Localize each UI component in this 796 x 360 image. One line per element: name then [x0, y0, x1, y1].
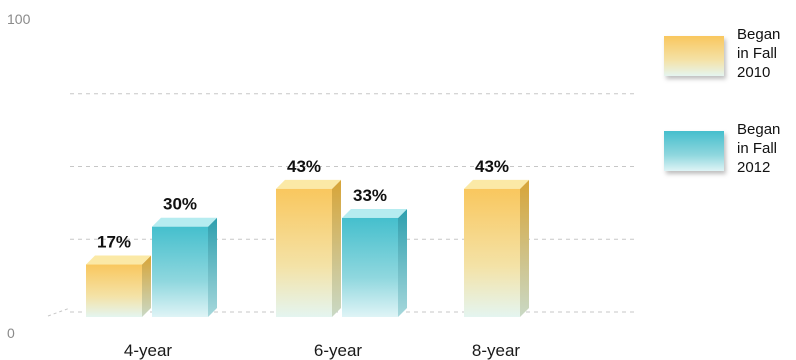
data-label: 33% [353, 186, 387, 205]
x-category-label: 4-year [124, 341, 173, 360]
y-tick-label: 100 [7, 11, 31, 27]
bar-side [332, 179, 341, 317]
legend-item: Began in Fall 2010 [664, 26, 780, 81]
legend-label: 2010 [737, 64, 770, 81]
bar-front [464, 188, 520, 317]
bar-top [86, 255, 151, 265]
bars [86, 179, 529, 317]
bar-side [142, 255, 151, 317]
bar-side [208, 217, 217, 317]
legend-label: Began [737, 26, 780, 43]
data-label: 43% [287, 157, 321, 176]
legend-label: Began [737, 121, 780, 138]
bar [342, 208, 407, 317]
legend: Began in Fall 2010 Began in Fall 2012 [664, 26, 780, 176]
legend-label: 2012 [737, 159, 770, 176]
bar-front [342, 217, 398, 317]
bar-front [276, 188, 332, 317]
bar [152, 217, 217, 317]
bar-top [276, 179, 341, 189]
bar-side [398, 208, 407, 317]
legend-swatch [664, 36, 724, 76]
bar [276, 179, 341, 317]
bar [464, 179, 529, 317]
data-label: 30% [163, 195, 197, 214]
axis-labels: 0 100 4-year 6-year 8-year [7, 11, 520, 360]
bar-front [86, 264, 142, 317]
bar-top [464, 179, 529, 189]
bar-top [342, 208, 407, 218]
legend-item: Began in Fall 2012 [664, 121, 780, 176]
x-category-label: 8-year [472, 341, 521, 360]
bar-side [520, 179, 529, 317]
floor-edge [47, 307, 71, 317]
legend-swatch [664, 131, 724, 171]
legend-label: in Fall [737, 45, 777, 62]
x-category-label: 6-year [314, 341, 363, 360]
data-labels: 17% 43% 43% 30% 33% [97, 157, 509, 252]
bar [86, 255, 151, 317]
bar-top [152, 217, 217, 227]
bar-front [152, 226, 208, 317]
y-tick-label: 0 [7, 325, 15, 341]
data-label: 43% [475, 157, 509, 176]
data-label: 17% [97, 233, 131, 252]
legend-label: in Fall [737, 140, 777, 157]
